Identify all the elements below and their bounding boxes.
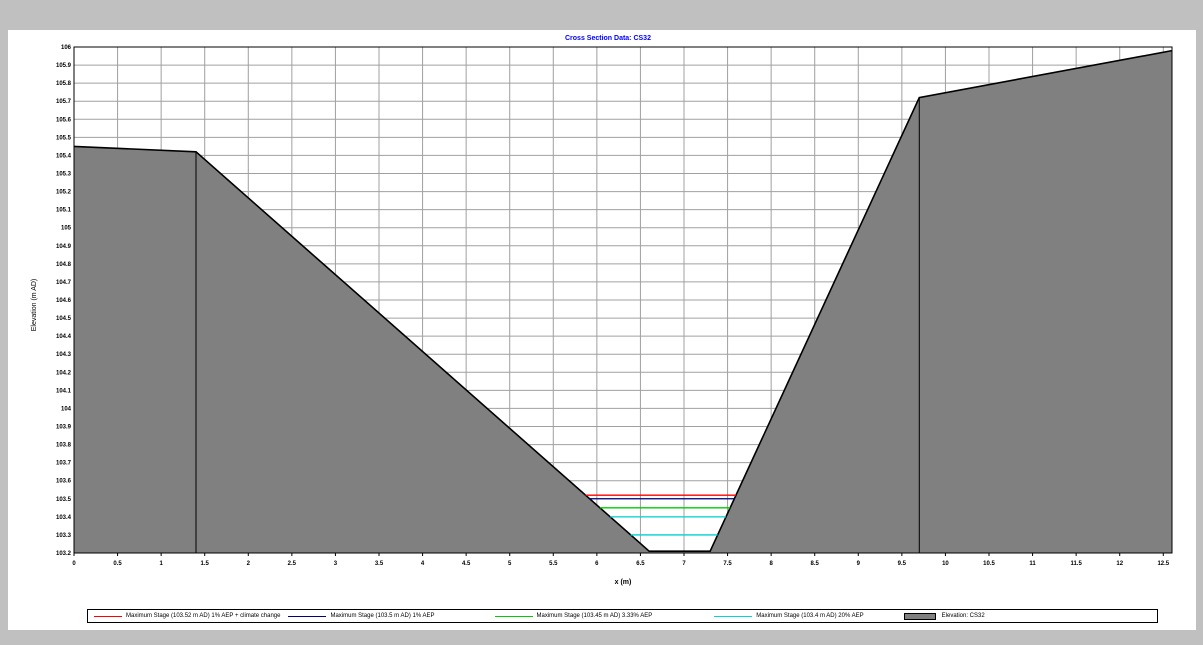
stage-lines	[585, 494, 736, 536]
x-tick-label: 1	[159, 561, 163, 567]
x-tick-label: 6	[595, 561, 599, 567]
y-tick-label: 103.5	[56, 497, 72, 503]
y-tick-label: 104.1	[56, 388, 72, 394]
x-tick-label: 8.5	[811, 561, 820, 567]
ground-fill	[74, 50, 1172, 553]
y-tick-label: 105.9	[56, 63, 72, 69]
legend-item-stage-3pct: Maximum Stage (103.45 m AD) 3.33% AEP	[494, 613, 653, 619]
x-tick-label: 0	[72, 561, 76, 567]
legend-swatch-navy	[288, 615, 327, 617]
legend-swatch-red	[94, 615, 122, 617]
y-tick-label: 105.6	[56, 117, 72, 123]
legend-swatch-cyan	[714, 615, 753, 617]
x-tick-label: 11.5	[1070, 561, 1082, 567]
legend-item-stage-20pct: Maximum Stage (103.4 m AD) 20% AEP	[714, 613, 864, 619]
x-tick-label: 9	[857, 561, 861, 567]
y-tick-label: 103.9	[56, 425, 72, 431]
x-tick-label: 3	[334, 561, 338, 567]
x-tick-label: 3.5	[375, 561, 384, 567]
legend-item-stage-1pct-cc: Maximum Stage (103.52 m AD) 1% AEP + cli…	[94, 613, 280, 619]
y-tick-label: 104.8	[56, 262, 72, 268]
y-tick-label: 103.3	[56, 533, 72, 539]
x-tick-label: 5.5	[549, 561, 558, 567]
y-tick-label: 104.9	[56, 244, 72, 250]
x-tick-label: 7.5	[723, 561, 732, 567]
legend-swatch-green	[494, 615, 533, 617]
x-tick-label: 9.5	[898, 561, 907, 567]
y-tick-label: 104.3	[56, 352, 72, 358]
legend-item-stage-1pct: Maximum Stage (103.5 m AD) 1% AEP	[288, 613, 435, 619]
y-tick-label: 103.6	[56, 479, 72, 485]
y-tick-label: 105.7	[56, 99, 72, 105]
y-tick-label: 105.3	[56, 172, 72, 178]
y-tick-label: 103.8	[56, 443, 72, 449]
y-tick-label: 105.1	[56, 208, 72, 214]
legend-label: Maximum Stage (103.4 m AD) 20% AEP	[756, 613, 864, 619]
y-tick-label: 105	[61, 226, 72, 232]
y-tick-label: 105.4	[56, 153, 72, 159]
ground-line	[73, 49, 1173, 552]
legend-label: Maximum Stage (103.5 m AD) 1% AEP	[330, 613, 435, 619]
plot-border	[73, 46, 1173, 554]
x-tick-label: 10.5	[983, 561, 995, 567]
y-tick-label: 104	[61, 406, 72, 412]
y-tick-label: 105.5	[56, 135, 72, 141]
y-tick-label: 103.4	[56, 515, 72, 521]
legend-label: Maximum Stage (103.52 m AD) 1% AEP + cli…	[126, 613, 281, 619]
x-tick-label: 12	[1116, 561, 1123, 567]
y-tick-label: 106	[61, 45, 72, 51]
legend-label: Maximum Stage (103.45 m AD) 3.33% AEP	[536, 613, 653, 619]
x-tick-label: 10	[942, 561, 949, 567]
ground-profile	[73, 49, 1173, 553]
x-tick-label: 6.5	[636, 561, 645, 567]
y-tick-label: 103.2	[56, 551, 72, 557]
x-tick-label: 1.5	[201, 561, 210, 567]
x-axis-label: x (m)	[615, 579, 632, 586]
x-tick-label: 12.5	[1157, 561, 1169, 567]
y-tick-label: 104.2	[56, 370, 72, 376]
x-tick-label: 11	[1029, 561, 1036, 567]
x-tick-label: 5	[508, 561, 512, 567]
axes: 0 0.5 1 1.5 2 2.5 3 3.5 4 4.5 5 5.5 6 6.5 7 7.5 8 8.5 9 9.5…	[56, 45, 1173, 567]
y-tick-label: 104.7	[56, 280, 72, 286]
x-tick-label: 4	[421, 561, 425, 567]
x-tick-label: 4.5	[462, 561, 471, 567]
x-tick-label: 2.5	[288, 561, 297, 567]
y-tick-label: 104.6	[56, 298, 72, 304]
chart-title: Cross Section Data: CS32	[565, 35, 651, 42]
x-tick-label: 8	[769, 561, 773, 567]
y-tick-label: 105.2	[56, 190, 72, 196]
y-tick-label: 105.8	[56, 81, 72, 87]
x-tick-label: 2	[247, 561, 251, 567]
y-tick-label: 104.5	[56, 316, 72, 322]
y-tick-label: 103.7	[56, 461, 72, 467]
x-tick-label: 0.5	[113, 561, 122, 567]
legend-item-elevation: Elevation: CS32	[903, 612, 985, 620]
x-tick-label: 7	[682, 561, 686, 567]
chart-legend: Maximum Stage (103.52 m AD) 1% AEP + cli…	[87, 609, 1158, 623]
y-tick-label: 104.4	[56, 334, 72, 340]
y-axis-label: Elevation (m AD)	[31, 279, 38, 332]
legend-label: Elevation: CS32	[941, 613, 985, 619]
legend-swatch-elevation	[903, 612, 936, 620]
